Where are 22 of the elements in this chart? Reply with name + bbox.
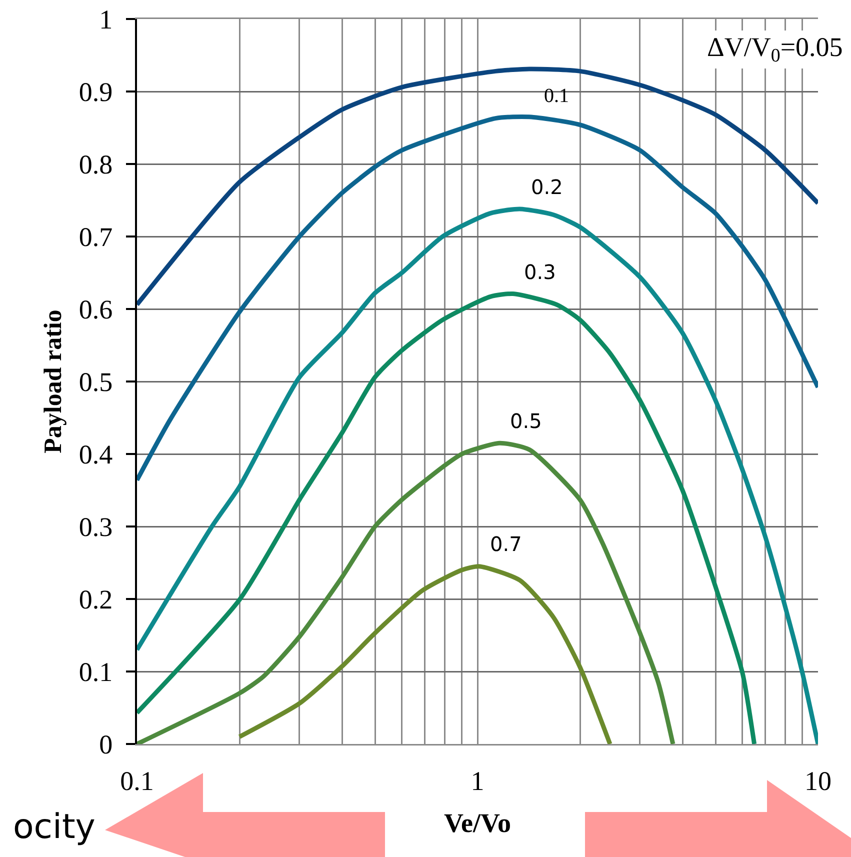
y-tick-label: 0.9 xyxy=(78,76,113,107)
series-label: 0.3 xyxy=(524,260,556,284)
series-label: 0.2 xyxy=(531,175,563,199)
series-label: 0.5 xyxy=(510,409,542,433)
series-label: ΔV/V$_{0}$=0.05 xyxy=(707,32,843,67)
x-tick-label: 0.1 xyxy=(120,766,154,796)
y-tick-label: 1 xyxy=(99,4,113,34)
x-tick-label: 10 xyxy=(804,766,832,796)
y-tick-label: 0 xyxy=(99,729,113,760)
y-tick-label: 0.3 xyxy=(78,512,113,542)
y-tick-label: 0.4 xyxy=(78,439,114,470)
y-tick-label: 0.6 xyxy=(78,294,113,324)
text: ocity xyxy=(13,807,96,847)
series-label: 0.7 xyxy=(490,532,522,556)
y-tick-label: 0.8 xyxy=(78,149,113,180)
x-tick-label: 1 xyxy=(470,766,484,796)
y-axis-title: Payload ratio xyxy=(40,310,68,454)
y-tick-label: 0.1 xyxy=(78,656,113,687)
y-tick-label: 0.5 xyxy=(78,366,113,397)
y-tick-label: 0.2 xyxy=(78,584,113,614)
x-axis-title: Ve/Vo xyxy=(444,808,512,838)
y-tick-label: 0.7 xyxy=(78,222,113,252)
